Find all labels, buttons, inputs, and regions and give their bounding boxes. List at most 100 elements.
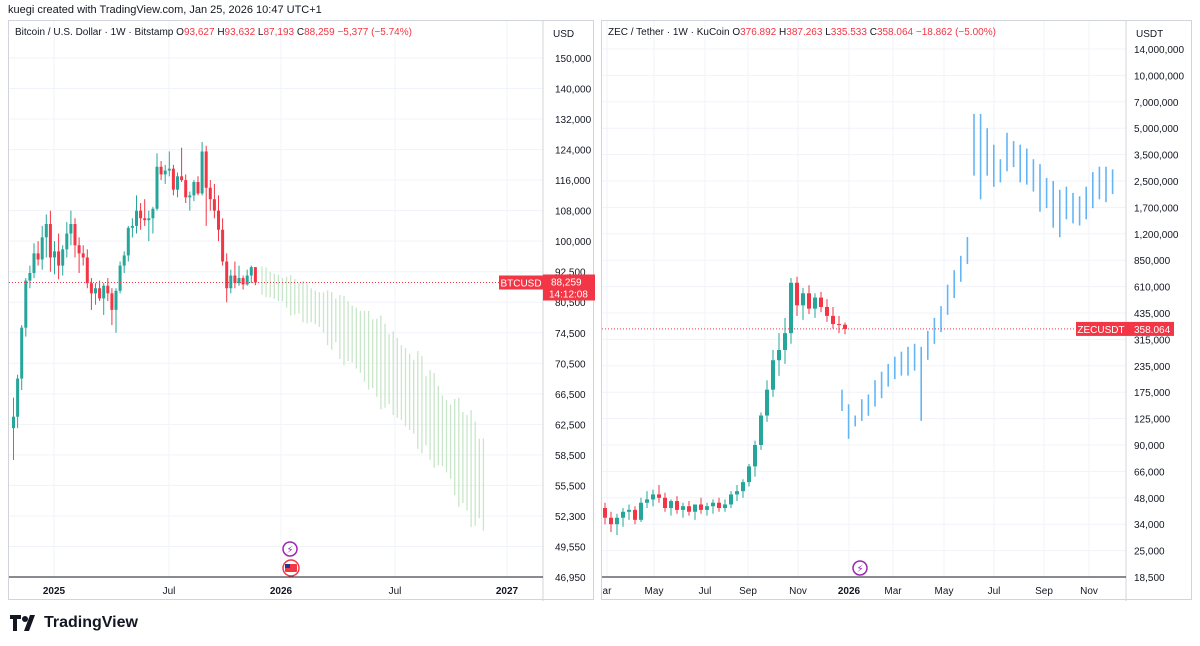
zec-symbol: ZEC / Tether · 1W · KuCoin <box>608 27 730 38</box>
zec-candle-body <box>699 504 703 510</box>
zec-candle-body <box>723 504 727 509</box>
btc-time-tick: Jul <box>389 586 402 597</box>
zec-high: 387.263 <box>786 27 823 38</box>
zec-chart-svg[interactable]: 14,000,000 10,000,000 7,000,000 5,000,000 3,… <box>602 21 1193 601</box>
btc-chart-panel[interactable]: 150,000 140,000 132,000 124,000 116,000 108,0… <box>8 20 595 601</box>
zec-candle-body <box>753 445 757 467</box>
zec-price-tick: 7,000,000 <box>1134 98 1179 109</box>
zec-lightning-glyph-icon: ⚡ <box>856 564 863 575</box>
zec-price-tick: 125,000 <box>1134 415 1171 426</box>
btc-candle-body <box>118 265 122 291</box>
zec-candle-body <box>777 350 781 361</box>
zec-time-tick: Sep <box>1035 586 1053 597</box>
btc-candle-body <box>241 278 245 285</box>
tradingview-brand[interactable]: TradingView <box>10 614 138 632</box>
btc-candle-body <box>184 180 188 198</box>
btc-candle-body <box>126 227 130 256</box>
zec-time-tick: Jul <box>699 586 712 597</box>
btc-candle-body <box>94 288 97 294</box>
btc-candle-body <box>180 176 184 181</box>
btc-candle-body <box>155 166 159 209</box>
zec-candle-body <box>747 466 751 483</box>
btc-candle-body <box>212 199 216 211</box>
zec-price-tag: 358.064 <box>1134 325 1171 336</box>
btc-price-tick: 92,500 <box>555 268 586 279</box>
btc-candle-body <box>24 280 28 328</box>
zec-candle-body <box>603 508 607 518</box>
btc-change: −5,377 (−5.74%) <box>337 27 412 38</box>
zec-time-tick: 2026 <box>838 586 861 597</box>
btc-price-tick: 140,000 <box>555 85 592 96</box>
zec-price-tick: 610,000 <box>1134 283 1171 294</box>
btc-candle-body <box>196 182 200 194</box>
zec-price-tick: 14,000,000 <box>1134 45 1184 56</box>
btc-price-tick: 46,950 <box>555 573 586 584</box>
zec-candle-body <box>693 504 697 512</box>
zec-close: 358.064 <box>876 27 914 38</box>
zec-candle-body <box>729 494 733 505</box>
btc-chart-svg[interactable]: 150,000 140,000 132,000 124,000 116,000 108,0… <box>9 21 595 601</box>
btc-candle-body <box>12 416 15 429</box>
btc-candle-body <box>163 170 167 175</box>
btc-candle-body <box>253 267 257 283</box>
zec-candle-body <box>795 282 799 306</box>
btc-price-tick: 52,300 <box>555 512 586 523</box>
btc-price-tick: 49,550 <box>555 542 586 553</box>
btc-candle-body <box>130 225 134 228</box>
btc-high-label: H <box>217 27 225 38</box>
zec-candle-body <box>771 360 775 390</box>
zec-currency-label: USDT <box>1136 29 1163 40</box>
btc-candle-body <box>188 195 192 198</box>
btc-candle-body <box>221 229 225 262</box>
btc-candle-body <box>61 249 65 266</box>
zec-candle-body <box>801 293 805 306</box>
btc-candle-body <box>89 283 93 294</box>
btc-candle-body <box>110 293 114 310</box>
zec-price-tick: 435,000 <box>1134 309 1171 320</box>
btc-candle-body <box>159 166 163 175</box>
btc-candle-body <box>20 327 24 379</box>
btc-candle-body <box>139 210 143 219</box>
zec-chart-panel[interactable]: 14,000,000 10,000,000 7,000,000 5,000,000 3,… <box>601 20 1193 601</box>
btc-candle-body <box>40 237 44 260</box>
btc-candle-body <box>77 245 81 254</box>
zec-price-tick: 315,000 <box>1134 335 1171 346</box>
btc-high: 93,632 <box>224 27 256 38</box>
btc-candle-body <box>98 288 102 299</box>
btc-candle-body <box>147 218 151 221</box>
us-flag-canton-icon <box>285 564 290 568</box>
zec-time-tick: Nov <box>789 586 807 597</box>
zec-time-tick: Nov <box>1080 586 1098 597</box>
btc-low-label: L <box>257 27 264 38</box>
btc-price-tick: 55,500 <box>555 481 586 492</box>
btc-candle-body <box>167 168 171 171</box>
btc-price-tag-bg <box>543 274 595 301</box>
zec-price-tick: 850,000 <box>1134 256 1171 267</box>
zec-ticker-tag-bg <box>1076 321 1126 336</box>
btc-countdown: 14:12:08 <box>549 289 588 300</box>
btc-candle-body <box>237 278 241 284</box>
btc-price-tick: 150,000 <box>555 54 592 65</box>
zec-price-tick: 48,000 <box>1134 494 1165 505</box>
zec-price-tick: 2,500,000 <box>1134 177 1179 188</box>
btc-price-tick: 74,500 <box>555 329 586 340</box>
btc-candle-body <box>48 224 52 258</box>
btc-price-tag: 88,259 <box>551 277 582 288</box>
btc-candle-body <box>217 210 220 230</box>
btc-legend: Bitcoin / U.S. Dollar · 1W · Bitstamp O9… <box>15 27 412 38</box>
zec-candle-body <box>783 333 787 351</box>
zec-candle-body <box>717 502 721 509</box>
zec-candle-body <box>705 506 709 510</box>
zec-price-tick: 3,500,000 <box>1134 151 1179 162</box>
zec-price-tick: 1,700,000 <box>1134 203 1179 214</box>
zec-candle-body <box>759 415 763 445</box>
btc-price-tick: 70,500 <box>555 359 586 370</box>
btc-open: 93,627 <box>183 27 215 38</box>
btc-candle-body <box>85 257 89 284</box>
btc-ticker-tag: BTCUSD <box>500 278 541 289</box>
zec-candle-body <box>735 491 739 495</box>
btc-price-tick: 132,000 <box>555 115 592 126</box>
created-with-header: kuegi created with TradingView.com, Jan … <box>8 4 322 16</box>
zec-time-tick: Mar <box>884 586 902 597</box>
btc-low: 87,193 <box>263 27 295 38</box>
